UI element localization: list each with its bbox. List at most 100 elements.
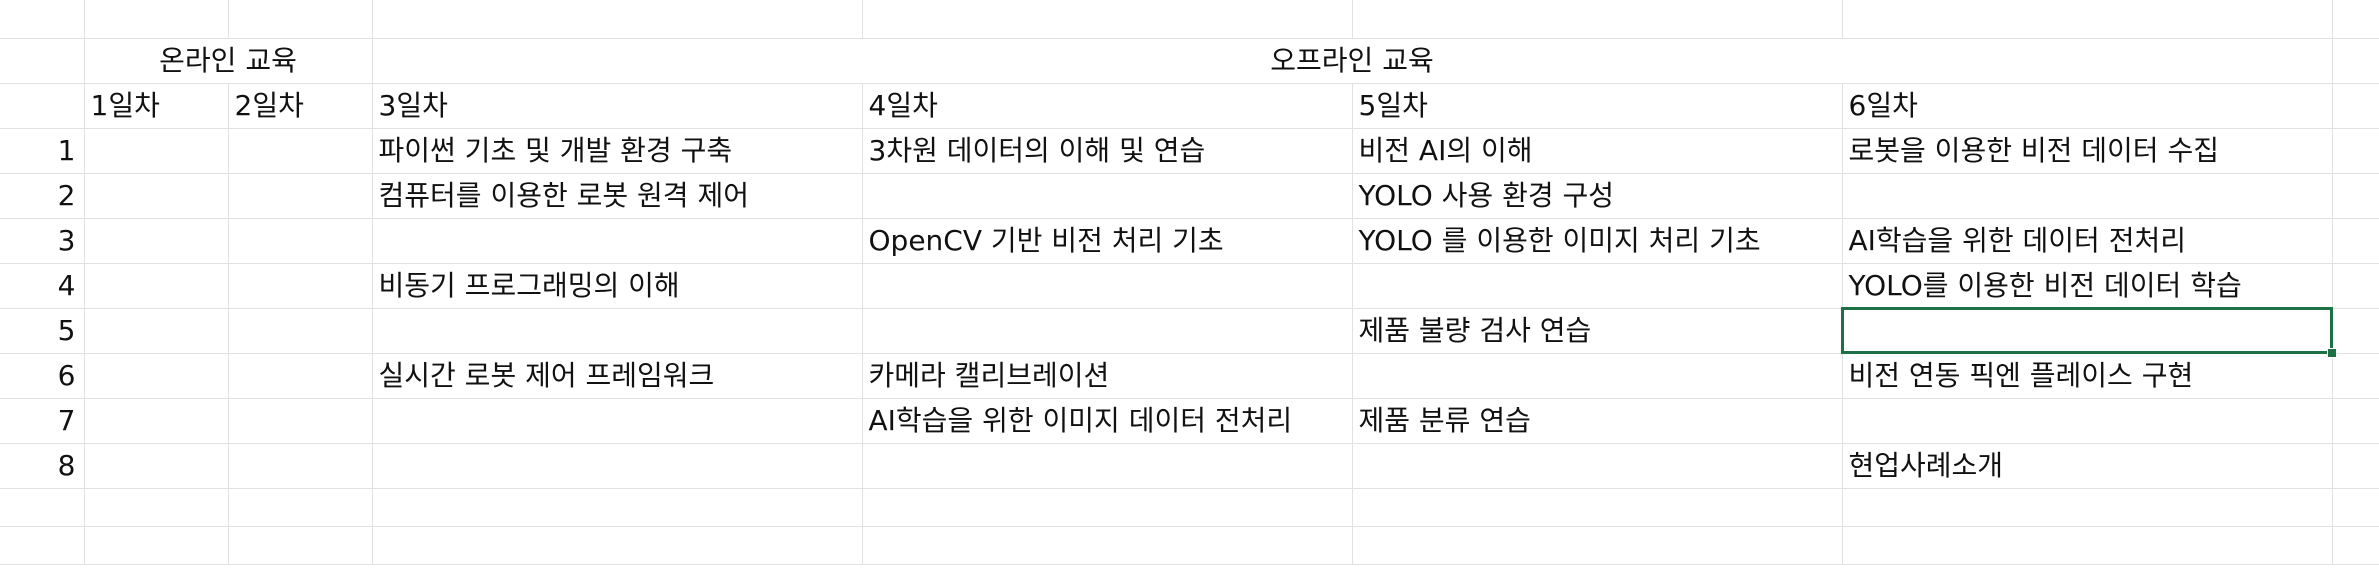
row-number-cell[interactable]: 4 [0,263,85,309]
schedule-cell-d3[interactable]: 실시간 로봇 제어 프레임워크 [372,353,863,399]
row-number-cell[interactable]: 2 [0,173,85,219]
schedule-cell-d3[interactable] [372,443,863,489]
schedule-cell-d4[interactable] [862,443,1353,489]
fill-handle[interactable] [2326,347,2337,358]
cell[interactable] [1842,0,2333,39]
schedule-cell-d6[interactable] [1842,398,2333,444]
schedule-cell-d3[interactable] [372,398,863,444]
schedule-cell-d5[interactable]: YOLO 사용 환경 구성 [1352,173,1843,219]
cell[interactable] [2332,83,2379,129]
cell[interactable] [228,263,373,309]
schedule-cell-d5[interactable] [1352,443,1843,489]
cell[interactable] [228,443,373,489]
cell[interactable] [228,0,373,39]
cell[interactable] [2332,128,2379,174]
schedule-cell-d4[interactable]: OpenCV 기반 비전 처리 기초 [862,218,1353,264]
offline-education-header[interactable]: 오프라인 교육 [372,38,2333,84]
schedule-cell-d4[interactable]: AI학습을 위한 이미지 데이터 전처리 [862,398,1353,444]
cell[interactable] [228,353,373,399]
row-number-cell[interactable]: 8 [0,443,85,489]
cell[interactable] [84,308,229,354]
schedule-cell-d5[interactable]: YOLO 를 이용한 이미지 처리 기초 [1352,218,1843,264]
day-header-6[interactable]: 6일차 [1842,83,2333,129]
cell[interactable] [862,0,1353,39]
cell[interactable] [2332,38,2379,84]
cell[interactable] [862,526,1353,565]
day-header-3[interactable]: 3일차 [372,83,863,129]
cell[interactable] [228,173,373,219]
row-number-cell[interactable]: 5 [0,308,85,354]
schedule-cell-d6[interactable]: YOLO를 이용한 비전 데이터 학습 [1842,263,2333,309]
online-education-header[interactable]: 온라인 교육 [84,38,373,84]
schedule-cell-d3[interactable]: 비동기 프로그래밍의 이해 [372,263,863,309]
cell[interactable] [1352,0,1843,39]
cell[interactable] [228,218,373,264]
cell[interactable] [2332,263,2379,309]
cell[interactable] [862,488,1353,527]
cell[interactable] [0,38,85,84]
cell[interactable] [2332,443,2379,489]
cell[interactable] [84,128,229,174]
cell[interactable] [84,398,229,444]
cell[interactable] [372,526,863,565]
cell[interactable] [228,308,373,354]
schedule-cell-d4[interactable] [862,263,1353,309]
cell[interactable] [0,0,85,39]
cell[interactable] [84,443,229,489]
schedule-cell-d6[interactable]: 현업사례소개 [1842,443,2333,489]
cell[interactable] [2332,526,2379,565]
cell[interactable] [228,488,373,527]
cell[interactable] [228,526,373,565]
cell[interactable] [0,83,85,129]
cell[interactable] [2332,398,2379,444]
day-header-2[interactable]: 2일차 [228,83,373,129]
row-number-cell[interactable]: 7 [0,398,85,444]
schedule-cell-d4[interactable] [862,308,1353,354]
cell[interactable] [1352,488,1843,527]
cell[interactable] [1352,526,1843,565]
schedule-cell-d6[interactable]: 비전 연동 픽엔 플레이스 구현 [1842,353,2333,399]
schedule-cell-d3[interactable]: 파이썬 기초 및 개발 환경 구축 [372,128,863,174]
schedule-cell-d6[interactable]: AI학습을 위한 데이터 전처리 [1842,218,2333,264]
cell[interactable] [84,0,229,39]
cell[interactable] [2332,308,2379,354]
cell[interactable] [84,353,229,399]
cell[interactable] [372,488,863,527]
cell[interactable] [228,128,373,174]
schedule-cell-d5[interactable] [1352,263,1843,309]
schedule-cell-d4[interactable]: 카메라 캘리브레이션 [862,353,1353,399]
cell[interactable] [228,398,373,444]
schedule-cell-d4[interactable]: 3차원 데이터의 이해 및 연습 [862,128,1353,174]
cell[interactable] [84,218,229,264]
cell[interactable] [1842,526,2333,565]
cell[interactable] [2332,353,2379,399]
day-header-5[interactable]: 5일차 [1352,83,1843,129]
selected-cell[interactable] [1841,307,2337,358]
cell[interactable] [0,488,85,527]
cell[interactable] [84,526,229,565]
cell[interactable] [2332,173,2379,219]
cell[interactable] [2332,0,2379,39]
cell[interactable] [84,263,229,309]
schedule-cell-d3[interactable]: 컴퓨터를 이용한 로봇 원격 제어 [372,173,863,219]
cell[interactable] [372,0,863,39]
cell[interactable] [2332,488,2379,527]
cell[interactable] [1842,488,2333,527]
day-header-1[interactable]: 1일차 [84,83,229,129]
schedule-cell-d5[interactable]: 비전 AI의 이해 [1352,128,1843,174]
schedule-cell-d3[interactable] [372,218,863,264]
cell[interactable] [2332,218,2379,264]
schedule-cell-d6[interactable] [1842,173,2333,219]
schedule-cell-d5[interactable] [1352,353,1843,399]
row-number-cell[interactable]: 1 [0,128,85,174]
cell[interactable] [84,488,229,527]
cell[interactable] [0,526,85,565]
schedule-cell-d6[interactable]: 로봇을 이용한 비전 데이터 수집 [1842,128,2333,174]
schedule-cell-d3[interactable] [372,308,863,354]
schedule-cell-d5[interactable]: 제품 불량 검사 연습 [1352,308,1843,354]
row-number-cell[interactable]: 3 [0,218,85,264]
row-number-cell[interactable]: 6 [0,353,85,399]
day-header-4[interactable]: 4일차 [862,83,1353,129]
schedule-cell-d4[interactable] [862,173,1353,219]
schedule-cell-d5[interactable]: 제품 분류 연습 [1352,398,1843,444]
